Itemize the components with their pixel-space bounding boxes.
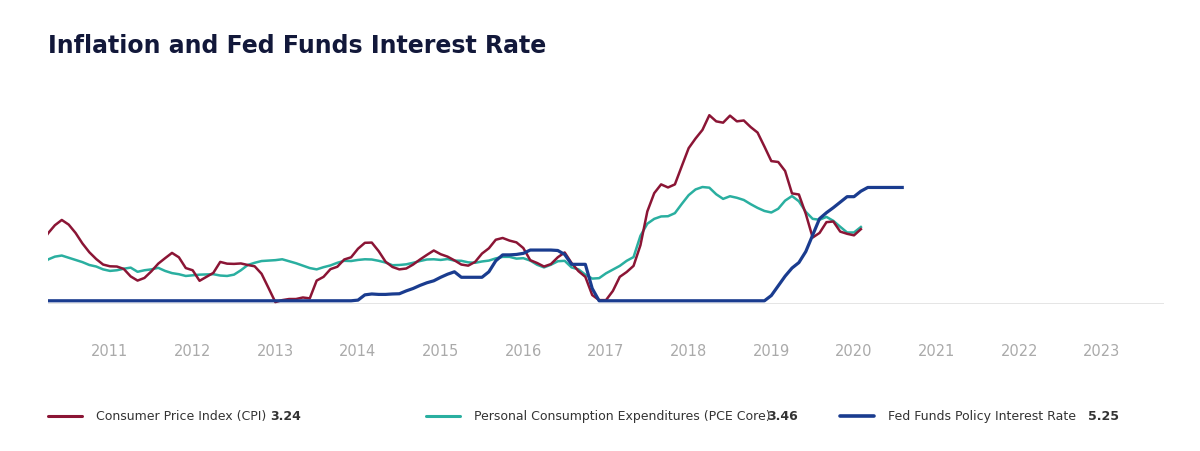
Text: 3.46: 3.46 bbox=[767, 410, 798, 423]
Text: Inflation and Fed Funds Interest Rate: Inflation and Fed Funds Interest Rate bbox=[48, 34, 546, 58]
Text: Personal Consumption Expenditures (PCE Core): Personal Consumption Expenditures (PCE C… bbox=[474, 410, 775, 423]
Text: Consumer Price Index (CPI): Consumer Price Index (CPI) bbox=[96, 410, 270, 423]
Text: Fed Funds Policy Interest Rate: Fed Funds Policy Interest Rate bbox=[888, 410, 1080, 423]
Text: 3.24: 3.24 bbox=[270, 410, 301, 423]
Text: 5.25: 5.25 bbox=[1088, 410, 1120, 423]
